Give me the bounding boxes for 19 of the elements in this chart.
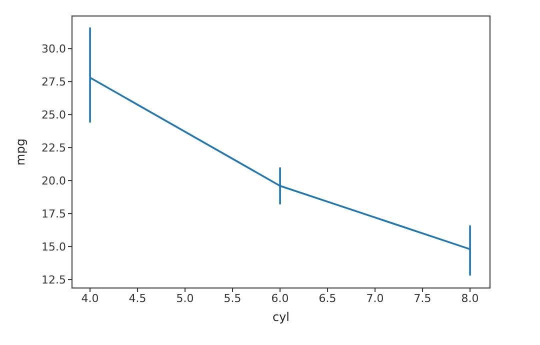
y-tick-label: 27.5 <box>42 75 66 88</box>
y-tick-label: 12.5 <box>42 273 66 286</box>
x-tick-label: 4.5 <box>128 292 146 305</box>
x-tick-label: 7.5 <box>414 292 432 305</box>
x-axis-title: cyl <box>272 310 290 324</box>
y-tick-label: 30.0 <box>42 42 66 56</box>
x-tick-label: 7.0 <box>366 292 384 305</box>
x-tick-label: 6.5 <box>318 292 336 305</box>
y-tick-label: 17.5 <box>42 207 66 220</box>
y-tick-label: 15.0 <box>42 240 66 254</box>
x-tick-label: 5.0 <box>176 292 194 305</box>
x-tick-label: 5.5 <box>224 292 242 305</box>
x-tick-label: 4.0 <box>81 292 99 305</box>
y-tick-label: 20.0 <box>42 174 66 188</box>
y-axis-title: mpg <box>13 138 28 166</box>
y-tick-label: 25.0 <box>42 108 66 122</box>
x-tick-label: 8.0 <box>461 292 479 305</box>
x-tick-label: 6.0 <box>271 292 289 305</box>
y-tick-label: 22.5 <box>42 141 66 154</box>
